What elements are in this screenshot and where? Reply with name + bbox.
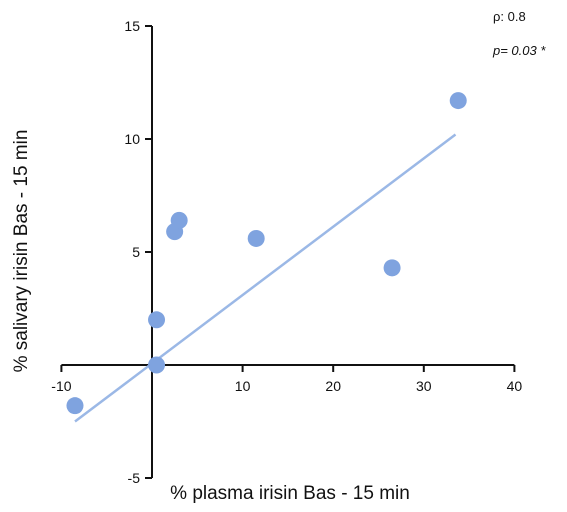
y-tick-label: -5 <box>128 470 141 486</box>
data-points <box>66 92 467 415</box>
p-value-annotation: p= 0.03 * <box>492 43 546 58</box>
data-point <box>66 397 84 415</box>
x-tick-label: 30 <box>416 378 432 394</box>
x-tick-label: 20 <box>325 378 341 394</box>
data-point <box>247 229 265 247</box>
tick-labels: -10 10 20 30 40 -5 5 10 15 <box>51 18 522 486</box>
x-tick-label: -10 <box>51 378 71 394</box>
rho-annotation: ρ: 0.8 <box>493 9 526 24</box>
data-point <box>148 356 166 374</box>
data-point <box>449 92 467 110</box>
y-tick-label: 5 <box>132 244 140 260</box>
y-tick-label: 10 <box>124 131 140 147</box>
data-point <box>148 311 166 329</box>
x-tick-label: 10 <box>235 378 251 394</box>
axes <box>60 25 516 479</box>
x-tick-label: 40 <box>507 378 523 394</box>
y-tick-label: 15 <box>124 18 140 34</box>
data-point <box>170 211 188 229</box>
x-axis-title: % plasma irisin Bas - 15 min <box>170 483 410 504</box>
regression-line <box>74 133 457 423</box>
y-axis-title: % salivary irisin Bas - 15 min <box>11 130 32 373</box>
data-point <box>383 259 401 277</box>
